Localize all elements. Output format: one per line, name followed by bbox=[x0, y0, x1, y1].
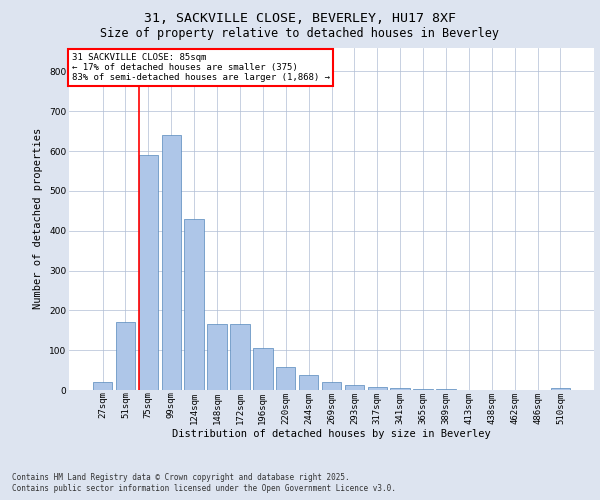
Text: Contains HM Land Registry data © Crown copyright and database right 2025.: Contains HM Land Registry data © Crown c… bbox=[12, 472, 350, 482]
Bar bbox=[322, 382, 341, 390]
Bar bbox=[344, 385, 364, 390]
Bar bbox=[161, 135, 181, 390]
Bar bbox=[230, 324, 250, 390]
Bar bbox=[93, 382, 112, 390]
X-axis label: Distribution of detached houses by size in Beverley: Distribution of detached houses by size … bbox=[172, 429, 491, 439]
Text: 31, SACKVILLE CLOSE, BEVERLEY, HU17 8XF: 31, SACKVILLE CLOSE, BEVERLEY, HU17 8XF bbox=[144, 12, 456, 26]
Bar bbox=[413, 389, 433, 390]
Bar bbox=[276, 367, 295, 390]
Bar bbox=[253, 348, 272, 390]
Y-axis label: Number of detached properties: Number of detached properties bbox=[34, 128, 43, 310]
Bar bbox=[184, 219, 204, 390]
Bar bbox=[139, 155, 158, 390]
Bar bbox=[436, 389, 455, 390]
Bar bbox=[208, 324, 227, 390]
Text: Size of property relative to detached houses in Beverley: Size of property relative to detached ho… bbox=[101, 28, 499, 40]
Bar bbox=[551, 388, 570, 390]
Bar bbox=[368, 387, 387, 390]
Bar bbox=[116, 322, 135, 390]
Text: 31 SACKVILLE CLOSE: 85sqm
← 17% of detached houses are smaller (375)
83% of semi: 31 SACKVILLE CLOSE: 85sqm ← 17% of detac… bbox=[71, 52, 329, 82]
Text: Contains public sector information licensed under the Open Government Licence v3: Contains public sector information licen… bbox=[12, 484, 396, 493]
Bar bbox=[299, 375, 319, 390]
Bar bbox=[391, 388, 410, 390]
